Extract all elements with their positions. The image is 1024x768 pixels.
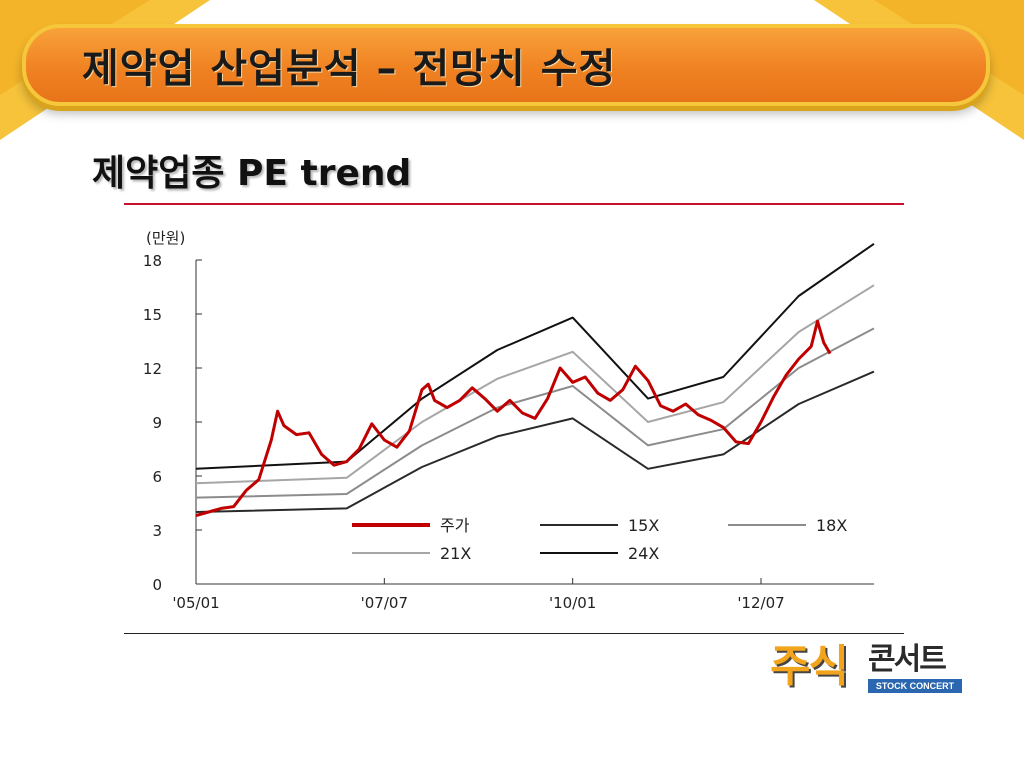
series-line-15X <box>195 370 875 513</box>
x-tick-label: '10/01 <box>549 594 596 612</box>
series-line-24X <box>195 242 875 470</box>
legend-label: 15X <box>628 516 659 535</box>
bottom-divider <box>124 633 904 634</box>
page-title: 제약업 산업분석 – 전망치 수정 <box>82 46 617 92</box>
legend-label: 18X <box>816 516 847 535</box>
y-axis-label: (만원) <box>146 229 185 247</box>
stock-concert-logo: 주식 콘서트 STOCK CONCERT <box>770 641 970 697</box>
chart-subtitle: 제약업종 PE trend <box>92 153 412 194</box>
y-tick-label: 18 <box>143 252 162 270</box>
logo-main-text: 주식 <box>770 641 849 692</box>
y-tick-label: 15 <box>143 306 162 324</box>
x-tick-label: '12/07 <box>737 594 784 612</box>
top-divider <box>124 203 904 205</box>
logo-tag-text: STOCK CONCERT <box>868 679 962 693</box>
title-banner <box>22 24 990 106</box>
series-line-주가 <box>195 319 832 518</box>
y-tick-label: 9 <box>152 414 162 432</box>
y-tick-label: 12 <box>143 360 162 378</box>
y-tick-label: 6 <box>152 468 162 486</box>
x-tick-label: '07/07 <box>361 594 408 612</box>
legend-label: 24X <box>628 544 659 563</box>
y-tick-label: 0 <box>152 576 162 594</box>
series-line-18X <box>195 327 875 499</box>
y-tick-label: 3 <box>152 522 162 540</box>
logo-side-text: 콘서트 <box>868 642 947 677</box>
legend-label: 21X <box>440 544 471 563</box>
x-tick-label: '05/01 <box>172 594 219 612</box>
series-line-21X <box>195 284 875 485</box>
legend-label: 주가 <box>440 516 470 535</box>
